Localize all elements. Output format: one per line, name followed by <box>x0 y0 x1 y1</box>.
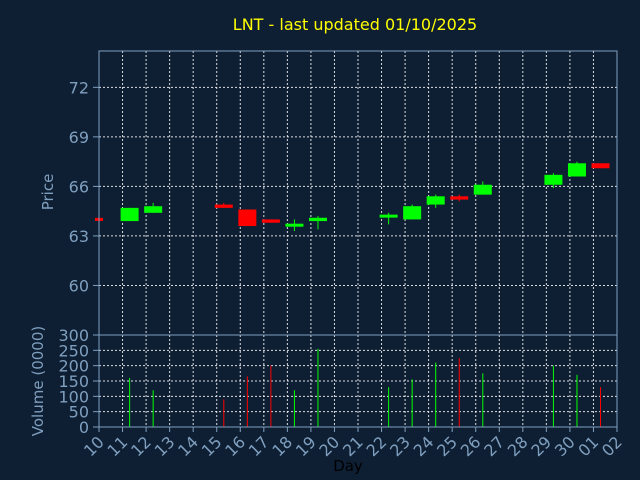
candle <box>426 194 445 208</box>
volume-tick-label: 100 <box>58 387 89 406</box>
candle <box>450 194 469 202</box>
volume-grid <box>99 335 617 427</box>
candle-body <box>403 206 422 220</box>
candle-body <box>120 207 139 222</box>
volume-tick-label: 50 <box>69 403 89 422</box>
candle-body <box>379 214 398 218</box>
candle <box>308 216 327 230</box>
price-grid <box>99 51 617 335</box>
candles <box>95 161 610 231</box>
volume-tick-label: 300 <box>58 326 89 345</box>
candle-body <box>144 206 163 213</box>
candle <box>473 181 492 195</box>
price-tick-label: 66 <box>69 177 89 196</box>
x-axis: 1011121314151617181920212223242526272829… <box>80 427 626 460</box>
candle <box>144 202 163 213</box>
candle-body <box>591 163 610 169</box>
candle <box>285 219 304 231</box>
price-axis: 60 63 66 69 72 <box>69 78 99 295</box>
x-axis-label: Day <box>333 457 363 475</box>
price-tick-label: 63 <box>69 227 89 246</box>
candle-body <box>450 196 469 200</box>
candle <box>238 209 257 227</box>
candle-body <box>214 204 233 208</box>
candle <box>544 173 563 189</box>
candle-body <box>473 184 492 195</box>
price-axis-label: Price <box>39 174 57 211</box>
candle-body <box>285 223 304 227</box>
volume-bars <box>129 348 602 427</box>
candle <box>567 161 586 177</box>
volume-tick-label: 200 <box>58 357 89 376</box>
candle <box>591 163 610 169</box>
chart-title: LNT - last updated 01/10/2025 <box>233 15 477 34</box>
candle-body <box>426 196 445 205</box>
candle-body <box>308 217 327 222</box>
candle-body <box>544 174 563 185</box>
candle <box>261 219 280 223</box>
candle-body <box>261 219 280 223</box>
price-tick-label: 69 <box>69 128 89 147</box>
volume-axis-label: Volume (0000) <box>29 326 47 436</box>
volume-tick-label: 250 <box>58 341 89 360</box>
volume-tick-label: 0 <box>79 418 89 437</box>
candle <box>379 212 398 225</box>
volume-tick-label: 150 <box>58 372 89 391</box>
x-tick-label: 02 <box>598 432 626 460</box>
candle-body <box>567 163 586 177</box>
candle <box>214 202 233 208</box>
price-tick-label: 60 <box>69 276 89 295</box>
price-tick-label: 72 <box>69 78 89 97</box>
candle <box>403 204 422 220</box>
candle-body <box>238 209 257 227</box>
candle <box>120 207 139 222</box>
